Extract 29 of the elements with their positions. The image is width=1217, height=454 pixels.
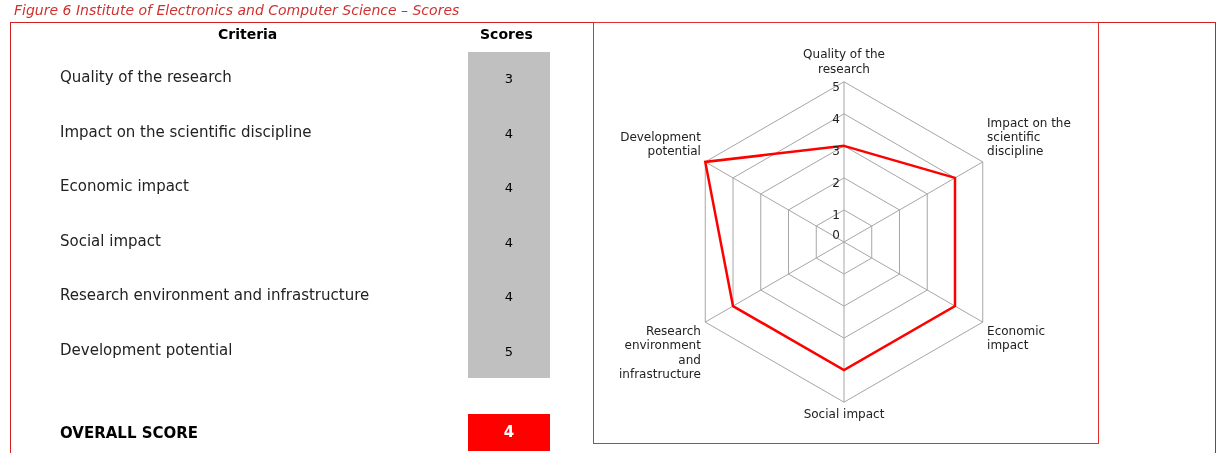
- text: 4: [503, 289, 515, 304]
- text: Scores: [480, 26, 533, 42]
- text: Development potential: [60, 340, 233, 359]
- text: Quality of the research: [60, 68, 232, 86]
- y-tick-label: 5: [832, 79, 840, 94]
- text: 4: [503, 234, 515, 250]
- y-tick-label: 2: [832, 176, 840, 191]
- spoke-label: Research environment and infrastructure: [619, 323, 702, 382]
- text: Social impact: [60, 231, 161, 250]
- text: Economic impact: [60, 177, 190, 195]
- spoke-label: Quality of the research: [803, 47, 885, 76]
- y-tick-label: 0: [832, 228, 840, 243]
- text: 4: [503, 180, 515, 195]
- text: 5: [503, 343, 515, 359]
- text: Impact on the scientific discipline: [60, 122, 312, 141]
- text: 3: [503, 71, 515, 86]
- text: Figure 6 Institute of Electronics and Computer Science – Scores: [14, 2, 460, 18]
- text: 4: [468, 414, 550, 451]
- text: Research environment and infrastructure: [60, 286, 370, 304]
- text: Criteria: [218, 26, 278, 42]
- spoke-label: Impact on the scientific discipline: [987, 115, 1071, 159]
- spoke-label: Development potential: [620, 129, 702, 159]
- text: 4: [503, 125, 515, 141]
- y-tick-label: 3: [832, 144, 840, 159]
- spoke-label: Economic impact: [987, 323, 1046, 353]
- y-tick-label: 4: [832, 111, 840, 126]
- y-tick-label: 1: [832, 208, 840, 223]
- text: OVERALL SCORE: [60, 424, 199, 442]
- spoke-label: Social impact: [803, 406, 885, 421]
